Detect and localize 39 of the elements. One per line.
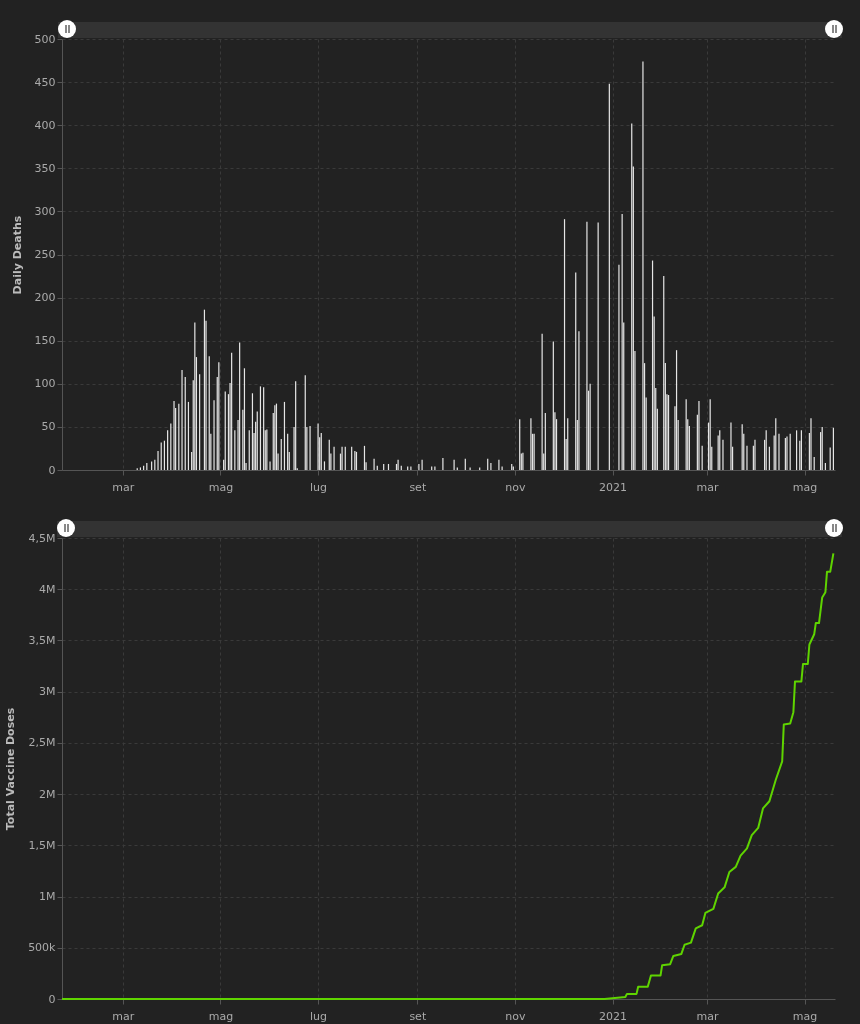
x-tick-label: mag	[208, 1009, 234, 1023]
x-tick-label: nov	[505, 1009, 527, 1023]
x-tick-label: mar	[112, 1009, 135, 1023]
y-axis-title: Daily Deaths	[10, 215, 24, 295]
y-tick-label: 4M	[39, 582, 56, 596]
y-tick-label: 0	[48, 992, 56, 1006]
y-tick-label: 3,5M	[28, 633, 56, 647]
y-tick-label: 450	[34, 75, 56, 89]
x-tick-label: set	[409, 1009, 427, 1023]
y-tick-label: 500	[34, 32, 56, 46]
x-tick-label: mar	[112, 480, 135, 494]
x-tick-label: lug	[310, 480, 328, 494]
y-tick-label: 500k	[28, 941, 57, 955]
x-tick-label: 2021	[599, 480, 628, 494]
y-tick-label: 350	[34, 161, 56, 175]
x-tick-label: mar	[696, 480, 719, 494]
y-tick-label: 150	[34, 334, 56, 348]
y-tick-label: 1,5M	[28, 838, 56, 852]
y-tick-label: 200	[34, 291, 56, 305]
y-tick-label: 4,5M	[28, 531, 56, 545]
y-tick-label: 250	[34, 248, 56, 261]
y-tick-label: 400	[34, 118, 56, 132]
y-tick-label: 1M	[39, 890, 56, 904]
y-tick-label: 300	[34, 204, 56, 218]
y-tick-label: 50	[41, 420, 56, 434]
x-tick-label: mag	[792, 480, 818, 494]
y-tick-label: 0	[48, 463, 56, 477]
x-tick-label: nov	[505, 480, 527, 494]
x-tick-label: mag	[792, 1009, 818, 1023]
x-tick-label: 2021	[599, 1009, 628, 1023]
y-tick-label: 3M	[39, 685, 56, 699]
y-tick-label: 2,5M	[28, 736, 56, 750]
x-tick-label: mag	[208, 480, 234, 494]
x-tick-label: mar	[696, 1009, 719, 1023]
x-tick-label: set	[409, 480, 427, 494]
y-tick-label: 2M	[39, 787, 56, 801]
y-tick-label: 100	[34, 377, 56, 391]
y-axis-title: Total Vaccine Doses	[4, 707, 18, 831]
x-tick-label: lug	[310, 1009, 328, 1023]
